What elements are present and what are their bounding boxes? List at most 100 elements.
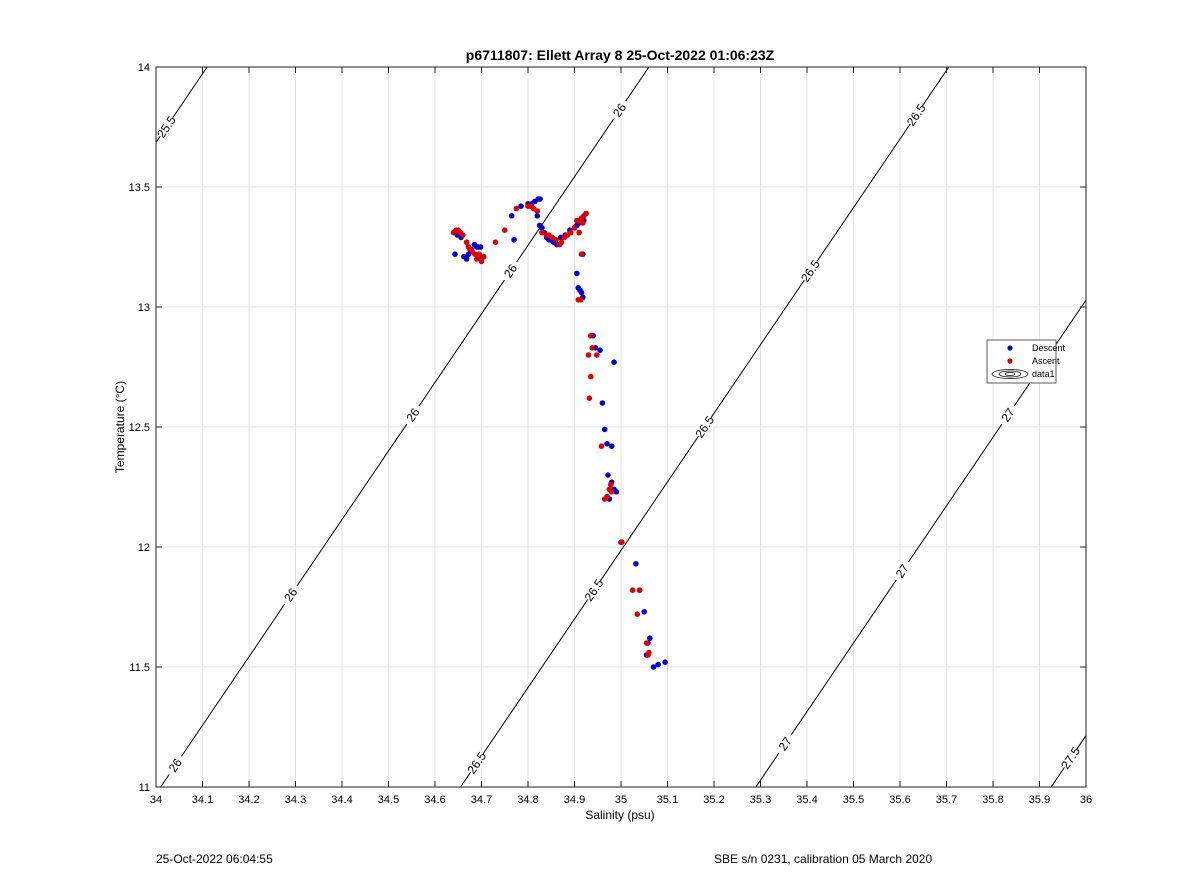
data-point-ascent <box>586 395 593 402</box>
x-tick-label: 35.8 <box>982 794 1003 806</box>
data-point-descent <box>647 635 653 641</box>
data-point-descent <box>452 251 458 257</box>
data-point-descent <box>518 203 524 209</box>
y-tick-label: 11.5 <box>129 662 150 674</box>
contour-label-bg <box>996 401 1021 429</box>
data-point-ascent <box>567 229 574 236</box>
data-point-ascent <box>629 587 636 593</box>
data-point-ascent <box>571 225 578 231</box>
contour-label-bg <box>890 557 915 585</box>
contour-label: 26.5 <box>465 749 490 776</box>
data-point-ascent <box>558 239 565 245</box>
contour-label-bg <box>773 730 798 757</box>
data-point-ascent <box>476 251 482 257</box>
data-points <box>450 196 668 670</box>
data-point-descent <box>539 225 545 231</box>
contour-label-bg <box>156 113 179 141</box>
data-point-descent <box>597 347 603 354</box>
legend-box <box>986 339 1057 384</box>
data-point-ascent <box>481 253 487 260</box>
x-tick-label: 36 <box>1080 794 1092 806</box>
data-point-ascent <box>539 229 545 236</box>
y-tick-label: 11 <box>139 782 150 794</box>
contour-label-bg <box>798 257 823 285</box>
legend-marker-ascent <box>1007 358 1013 364</box>
data-point-descent <box>477 244 484 250</box>
grid <box>155 66 1087 788</box>
data-point-ascent <box>587 373 594 380</box>
legend-label-ascent: Ascent <box>1032 356 1060 366</box>
data-point-ascent <box>608 489 615 495</box>
data-point-ascent <box>492 239 499 245</box>
x-tick-label: 35.4 <box>796 794 817 806</box>
data-point-descent <box>537 196 543 202</box>
contour-label-bg <box>400 401 425 429</box>
x-tick-label: 35.7 <box>936 794 957 806</box>
data-point-descent <box>599 400 606 406</box>
data-point-descent <box>633 561 639 567</box>
data-point-ascent <box>474 256 480 262</box>
data-point-descent <box>511 237 517 243</box>
data-point-descent <box>605 472 611 478</box>
data-point-ascent <box>619 539 625 545</box>
contour-label: 27.5 <box>1058 744 1083 771</box>
data-point-descent <box>613 489 620 495</box>
data-point-ascent <box>634 611 641 617</box>
data-point-ascent <box>646 649 652 656</box>
x-tick-label: 35 <box>615 794 627 806</box>
contour-line-26 <box>160 67 650 787</box>
contour-label: 26.5 <box>582 576 607 603</box>
data-point-descent <box>574 270 580 277</box>
y-tick-label: 13 <box>138 302 150 314</box>
data-point-ascent <box>643 640 650 646</box>
contour-label-bg <box>1058 745 1083 772</box>
x-tick-label: 35.1 <box>657 794 678 806</box>
legend-marker-descent <box>1007 345 1013 351</box>
x-tick-label: 35.6 <box>889 794 910 806</box>
data-point-ascent <box>589 345 595 351</box>
series-descent <box>452 196 668 670</box>
y-tick-label: 12.5 <box>129 422 150 434</box>
data-point-descent <box>534 213 541 219</box>
data-point-ascent <box>583 210 589 217</box>
data-point-descent <box>611 359 617 366</box>
contour-label-bg <box>163 752 188 779</box>
contour-label-bg <box>607 97 632 124</box>
data-point-ascent <box>472 251 478 257</box>
x-tick-label: 34.9 <box>564 794 585 806</box>
contour-label-bg <box>582 577 606 604</box>
data-point-ascent <box>534 208 541 214</box>
y-tick-label: 13.5 <box>129 182 150 194</box>
contour-label-bg <box>498 257 523 285</box>
data-point-ascent <box>607 481 614 488</box>
x-tick-label: 34.8 <box>517 794 538 806</box>
data-point-ascent <box>598 443 605 450</box>
footer-calibration: SBE s/n 0231, calibration 05 March 2020 <box>714 852 933 866</box>
data-point-ascent <box>460 232 466 238</box>
x-tick-label: 34.6 <box>424 794 445 806</box>
data-point-descent <box>655 661 661 668</box>
x-tick-label: 34.2 <box>238 794 259 806</box>
contour-label: 26.5 <box>798 257 823 284</box>
x-tick-label: 35.3 <box>750 794 771 806</box>
x-tick-label: 34.4 <box>331 794 352 806</box>
x-tick-label: 35.9 <box>1029 794 1050 806</box>
data-point-ascent <box>478 258 485 265</box>
data-point-ascent <box>587 333 594 339</box>
data-point-descent <box>650 664 657 670</box>
data-point-descent <box>463 256 470 262</box>
contour-label: 26.5 <box>904 101 929 128</box>
x-tick-label: 34 <box>150 794 162 806</box>
legend-label-data1: data1 <box>1032 369 1055 379</box>
legend-marker-contour-icon <box>991 369 1029 379</box>
y-axis-label: Temperature (°C) <box>113 381 127 473</box>
series-ascent <box>450 203 652 658</box>
x-tick-label: 34.5 <box>378 794 399 806</box>
data-point-ascent <box>577 297 584 303</box>
data-point-ascent <box>636 587 643 593</box>
y-tick-label: 14 <box>138 62 150 74</box>
data-point-descent <box>578 289 585 296</box>
data-point-ascent <box>463 239 470 245</box>
y-tick-label: 12 <box>138 542 150 554</box>
data-point-ascent <box>594 352 600 358</box>
